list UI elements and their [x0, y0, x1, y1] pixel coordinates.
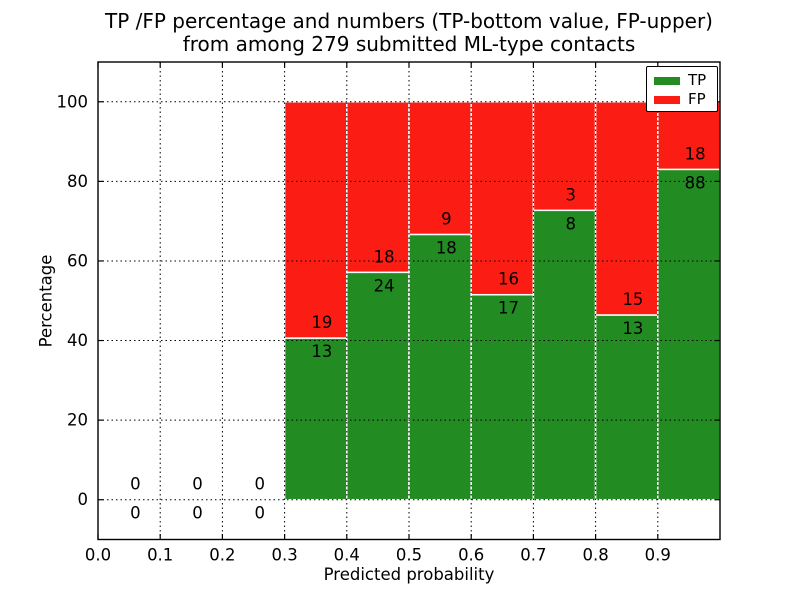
tp-bar — [470, 293, 535, 501]
tp-count-label: 13 — [311, 342, 332, 361]
x-tick-label: 0.6 — [458, 546, 484, 565]
fp-count-label: 0 — [130, 475, 141, 494]
x-tick-label: 0.9 — [645, 546, 671, 565]
tp-count-label: 18 — [436, 238, 457, 257]
tp-count-label: 0 — [192, 504, 203, 523]
y-tick-label: 60 — [67, 251, 88, 270]
fp-bar — [408, 101, 472, 236]
tp-bar — [657, 168, 721, 501]
legend-label-fp: FP — [688, 90, 706, 108]
fp-bar — [283, 101, 348, 339]
tp-count-label: 0 — [130, 504, 141, 523]
legend-entry-tp: TP — [647, 71, 717, 90]
x-tick-label: 0.1 — [147, 546, 173, 565]
tp-count-label: 24 — [374, 276, 395, 295]
y-tick-label: 20 — [67, 411, 88, 430]
tp-bar — [532, 209, 597, 501]
tp-bar — [283, 337, 348, 501]
fp-color-swatch — [654, 95, 680, 104]
fp-count-label: 19 — [311, 313, 332, 332]
y-tick-label: 100 — [57, 92, 89, 111]
fp-count-label: 16 — [498, 270, 519, 289]
y-tick-label: 80 — [67, 172, 88, 191]
fp-bar — [594, 101, 659, 316]
legend-entry-fp: FP — [647, 90, 717, 109]
tp-bar — [594, 314, 659, 501]
x-tick-label: 0.2 — [209, 546, 235, 565]
chart-title: TP /FP percentage and numbers (TP-bottom… — [98, 10, 720, 56]
legend: TP FP — [646, 66, 718, 112]
tp-count-label: 88 — [685, 173, 706, 192]
x-tick-label: 0.8 — [582, 546, 608, 565]
fp-count-label: 18 — [374, 247, 395, 266]
x-tick-label: 0.4 — [334, 546, 360, 565]
tp-count-label: 17 — [498, 299, 519, 318]
fp-count-label: 0 — [192, 475, 203, 494]
fp-count-label: 0 — [254, 475, 265, 494]
tp-count-label: 13 — [622, 319, 643, 338]
y-tick-label: 40 — [67, 331, 88, 350]
fp-count-label: 3 — [565, 185, 576, 204]
x-tick-label: 0.3 — [271, 546, 297, 565]
tp-color-swatch — [654, 76, 680, 85]
tp-bar — [346, 271, 410, 501]
x-tick-label: 0.7 — [520, 546, 546, 565]
fp-count-label: 15 — [622, 290, 643, 309]
tp-count-label: 0 — [254, 504, 265, 523]
legend-label-tp: TP — [688, 71, 707, 89]
fp-bar — [532, 101, 597, 212]
chart-title-line2: from among 279 submitted ML-type contact… — [182, 32, 636, 56]
y-axis-label: Percentage — [36, 254, 56, 348]
y-tick-label: 0 — [78, 490, 89, 509]
x-tick-label: 0.0 — [85, 546, 111, 565]
fp-count-label: 18 — [685, 144, 706, 163]
fp-bar — [470, 101, 535, 296]
tp-count-label: 8 — [565, 214, 576, 233]
fp-count-label: 9 — [441, 209, 452, 228]
x-tick-label: 0.5 — [396, 546, 422, 565]
tp-bar — [408, 233, 472, 501]
chart-title-line1: TP /FP percentage and numbers (TP-bottom… — [105, 9, 713, 33]
x-axis-label: Predicted probability — [323, 565, 495, 584]
